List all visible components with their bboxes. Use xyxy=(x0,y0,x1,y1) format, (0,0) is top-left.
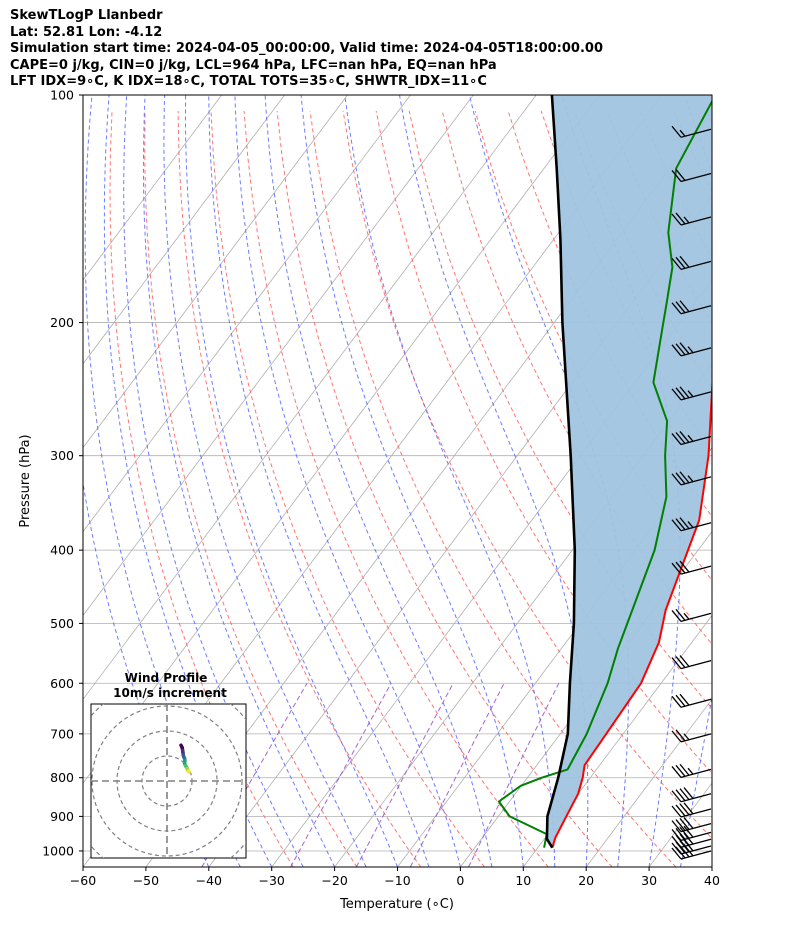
x-tick-label: −60 xyxy=(70,873,96,888)
moist-adiabat-line xyxy=(123,95,304,867)
y-tick-label: 300 xyxy=(50,448,74,463)
moist-adiabat-line xyxy=(264,95,493,867)
wind-barb xyxy=(671,763,712,779)
wind-barb xyxy=(671,342,712,357)
wind-barb xyxy=(671,300,712,315)
time-line: Simulation start time: 2024-04-05_00:00:… xyxy=(10,41,603,56)
isotherm-line xyxy=(711,866,712,867)
dry-adiabat-line xyxy=(276,110,613,867)
mixing-ratio-line xyxy=(468,683,560,867)
isotherm-line xyxy=(83,95,348,449)
wind-barb xyxy=(671,212,712,226)
x-axis-ticks: −60 −50 −40 −30 −20 −10 0 10 20 30 40 xyxy=(70,867,720,888)
wind-barb xyxy=(671,825,712,842)
wind-barb xyxy=(671,430,712,446)
moist-adiabat-line xyxy=(234,95,461,867)
mixing-ratio-line xyxy=(409,683,505,867)
wind-barb xyxy=(671,517,712,532)
x-tick-label: 40 xyxy=(704,873,720,888)
isotherm-line xyxy=(83,95,411,533)
x-tick-label: 10 xyxy=(515,873,531,888)
y-tick-label: 900 xyxy=(50,809,74,824)
dry-adiabat-line xyxy=(243,110,549,867)
wind-barb xyxy=(671,693,712,708)
x-tick-label: 0 xyxy=(456,873,464,888)
moist-adiabat-line xyxy=(711,864,712,867)
x-axis-label: Temperature (∘C) xyxy=(339,897,454,912)
wind-barb xyxy=(671,386,712,401)
x-tick-label: −50 xyxy=(133,873,159,888)
wind-barb xyxy=(671,729,712,743)
mixing-ratio-line xyxy=(355,683,454,867)
isotherm-line xyxy=(83,95,223,281)
wind-barb xyxy=(671,255,712,271)
hodograph-subtitle: 10m/s increment xyxy=(113,686,227,700)
chart-title-block: SkewTLogP Llanbedr Lat: 52.81 Lon: -4.12… xyxy=(10,8,603,91)
mixing-ratio-line xyxy=(290,683,392,867)
moist-adiabat-line xyxy=(185,95,398,867)
wind-barbs xyxy=(671,125,712,860)
dry-adiabat-line xyxy=(309,110,677,867)
chart-title: SkewTLogP Llanbedr xyxy=(10,8,163,23)
wind-barb xyxy=(671,816,712,833)
wind-barb xyxy=(671,560,712,575)
parcel-profile-line xyxy=(545,95,577,849)
wind-barb xyxy=(671,168,712,183)
hodograph-inset: Wind Profile 10m/s increment xyxy=(90,671,247,859)
x-tick-label: −10 xyxy=(384,873,410,888)
isotherm-line xyxy=(271,279,712,867)
hodograph-trace-segment xyxy=(186,769,191,774)
y-tick-label: 100 xyxy=(50,88,74,103)
dewpoint-line xyxy=(497,99,712,848)
dry-adiabat-line xyxy=(772,111,794,867)
y-tick-label: 800 xyxy=(50,770,74,785)
dry-adiabat-line xyxy=(705,110,712,124)
isotherm-line xyxy=(83,95,285,365)
y-tick-label: 1000 xyxy=(42,843,74,858)
y-tick-label: 200 xyxy=(50,315,74,330)
wind-barb xyxy=(671,655,712,670)
wind-barb xyxy=(671,787,712,803)
x-tick-label: −30 xyxy=(259,873,285,888)
dry-adiabat-line xyxy=(739,111,794,867)
stability-line: CAPE=0 j/kg, CIN=0 j/kg, LCL=964 hPa, LF… xyxy=(10,57,497,73)
x-tick-label: −20 xyxy=(321,873,347,888)
wind-barb xyxy=(671,608,712,623)
location-line: Lat: 52.81 Lon: -4.12 xyxy=(10,24,163,40)
x-tick-label: 30 xyxy=(641,873,657,888)
isotherm-line xyxy=(460,530,712,867)
dry-adiabat-line xyxy=(342,110,712,840)
hodograph-plot xyxy=(91,704,246,858)
moist-adiabat-line xyxy=(300,95,524,867)
y-tick-label: 500 xyxy=(50,616,74,631)
wind-barb xyxy=(671,125,712,138)
hodograph-title: Wind Profile xyxy=(125,671,208,685)
moist-adiabat-line xyxy=(208,95,430,867)
isotherm-line xyxy=(83,95,537,700)
y-tick-label: 400 xyxy=(50,543,74,558)
y-axis-label: Pressure (hPa) xyxy=(18,434,33,527)
isotherm-line xyxy=(83,95,474,617)
wind-barb xyxy=(671,802,712,818)
dry-adiabat-line xyxy=(375,110,712,774)
index-line: LFT IDX=9∘C, K IDX=18∘C, TOTAL TOTS=35∘C… xyxy=(10,74,487,89)
x-tick-label: −40 xyxy=(196,873,222,888)
y-tick-label: 700 xyxy=(50,726,74,741)
y-tick-label: 600 xyxy=(50,676,74,691)
isotherm-line xyxy=(522,614,712,867)
moist-adiabat-line xyxy=(163,95,367,867)
dry-adiabat-line xyxy=(210,110,485,867)
moist-adiabat-line xyxy=(142,95,336,867)
wind-barb xyxy=(671,471,712,486)
x-tick-label: 20 xyxy=(578,873,594,888)
y-axis-ticks: 100 200 300 400 500 600 700 800 900 1000 xyxy=(42,88,83,858)
dry-adiabat-line xyxy=(109,110,294,867)
